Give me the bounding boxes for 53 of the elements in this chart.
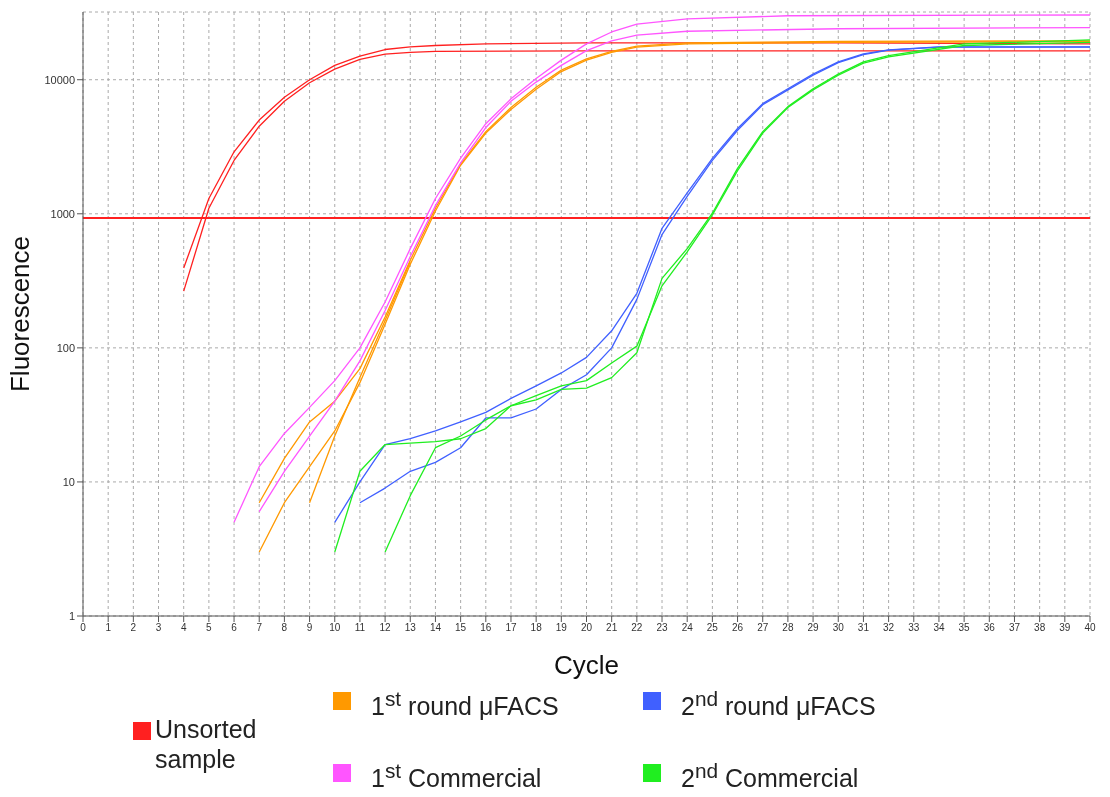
x-tick-label: 9: [306, 622, 313, 634]
legend-label: 2$^{nd}$ Commercial: [681, 759, 859, 793]
y-tick-label: 1000: [50, 207, 75, 220]
x-tick-label: 37: [1008, 622, 1021, 634]
legend-label: Unsorted sample: [155, 715, 257, 773]
x-axis-title: Cycle: [553, 650, 620, 680]
x-tick-label: 24: [681, 622, 694, 634]
x-tick-label: 33: [908, 622, 920, 634]
x-tick-label: 18: [530, 622, 543, 634]
x-tick-label: 14: [429, 622, 442, 634]
x-tick-label: 40: [1084, 622, 1096, 634]
x-tick-label: 28: [782, 622, 794, 634]
x-tick-label: 8: [281, 622, 288, 634]
x-tick-label: 30: [832, 622, 845, 634]
legend-label: 2$^{nd}$ round μFACS: [681, 687, 876, 721]
x-tick-label: 17: [505, 622, 517, 634]
x-tick-label: 31: [857, 622, 870, 634]
x-tick-label: 3: [155, 622, 162, 634]
x-tick-label: 26: [731, 622, 744, 634]
x-tick-label: 6: [231, 622, 238, 634]
x-tick-label: 25: [706, 622, 719, 634]
x-tick-label: 22: [631, 622, 643, 634]
x-tick-label: 38: [1034, 622, 1046, 634]
x-tick-label: 7: [256, 622, 263, 634]
x-tick-label: 27: [757, 622, 769, 634]
x-tick-label: 23: [656, 622, 669, 634]
x-tick-label: 20: [580, 622, 593, 634]
x-tick-label: 11: [354, 622, 366, 634]
x-tick-label: 12: [379, 622, 392, 634]
x-tick-label: 35: [958, 622, 971, 634]
legend-label: 1$^{st}$ Commercial: [371, 759, 542, 793]
x-tick-label: 2: [130, 622, 137, 634]
x-tick-label: 1: [105, 622, 112, 634]
x-tick-label: 15: [455, 622, 467, 634]
x-tick-label: 39: [1059, 622, 1071, 634]
legend-label: 1$^{st}$ round μFACS: [371, 687, 559, 721]
x-tick-label: 19: [555, 622, 568, 634]
y-tick-label: 1: [68, 609, 75, 622]
x-tick-label: 0: [80, 622, 87, 634]
x-tick-label: 36: [983, 622, 996, 634]
x-tick-label: 13: [404, 622, 417, 634]
x-tick-label: 10: [329, 622, 341, 634]
x-tick-label: 34: [933, 622, 945, 634]
x-tick-label: 5: [206, 622, 213, 634]
x-tick-label: 16: [480, 622, 492, 634]
x-tick-label: 29: [807, 622, 820, 634]
y-tick-label: 100: [56, 341, 75, 354]
y-tick-label: 10000: [44, 73, 75, 86]
x-tick-label: 4: [180, 622, 187, 634]
y-axis-title: Fluorescence: [5, 235, 36, 393]
y-tick-label: 10: [62, 475, 75, 488]
x-tick-label: 21: [606, 622, 618, 634]
x-tick-label: 32: [883, 622, 895, 634]
